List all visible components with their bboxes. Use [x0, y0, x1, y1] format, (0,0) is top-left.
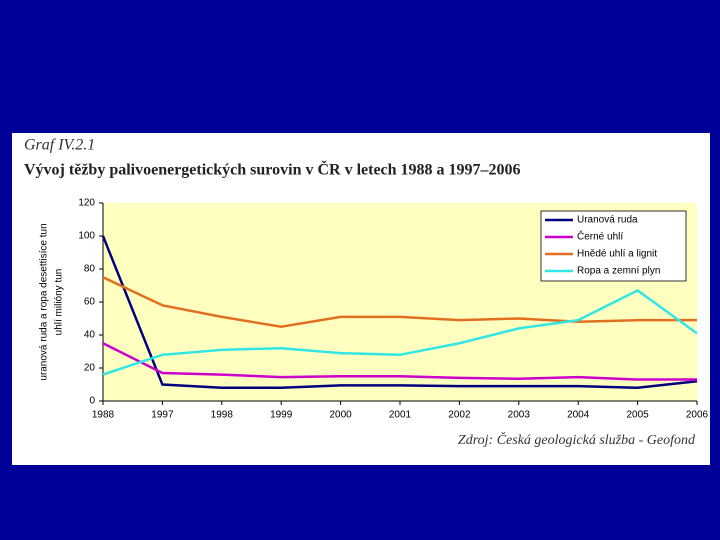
- series-line: [102, 276, 697, 329]
- legend-label: Ropa a zemní plyn: [577, 266, 660, 277]
- x-tick-label: 1998: [211, 410, 234, 421]
- series-line: [101, 235, 698, 390]
- x-tick-label: 1999: [270, 410, 293, 421]
- x-tick-label: 2001: [389, 410, 412, 421]
- source: Zdroj: Česká geologická služba - Geofond: [458, 431, 696, 448]
- y-tick-label: 0: [89, 396, 95, 407]
- y-tick-label: 60: [84, 297, 96, 308]
- y-tick-label: 120: [78, 198, 95, 209]
- x-tick-label: 2002: [448, 410, 471, 421]
- series-line: [102, 342, 697, 381]
- y-tick-label: 40: [84, 330, 96, 341]
- chart-title: Vývoj těžby palivoenergetických surovin …: [24, 160, 521, 179]
- y-axis-label: uranová ruda a ropa desettisíce tun: [39, 223, 50, 380]
- x-tick-label: 2006: [686, 410, 709, 421]
- y-tick-label: 100: [78, 231, 95, 242]
- legend-label: Uranová ruda: [577, 215, 638, 226]
- legend-label: Černé uhlí: [577, 230, 623, 243]
- x-tick-label: 1988: [92, 410, 115, 421]
- chart-label: Graf IV.2.1: [24, 137, 95, 154]
- x-tick-label: 2000: [329, 410, 352, 421]
- legend: [540, 210, 687, 282]
- y-tick-label: 80: [84, 264, 96, 275]
- y-tick-label: 20: [84, 363, 96, 374]
- x-tick-label: 2005: [626, 410, 649, 421]
- x-tick-label: 2003: [508, 410, 531, 421]
- legend-label: Hnědé uhlí a lignit: [577, 249, 657, 260]
- y-axis-label: uhlí milióny tun: [54, 269, 65, 336]
- series-line: [102, 288, 698, 376]
- x-tick-label: 1997: [151, 410, 174, 421]
- x-tick-label: 2004: [567, 410, 590, 421]
